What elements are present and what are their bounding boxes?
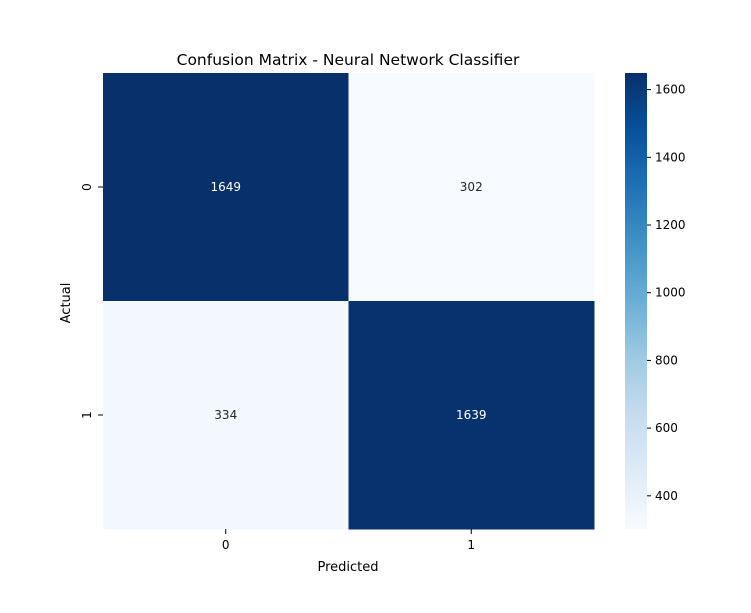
colorbar-tick-label: 1600 — [655, 83, 686, 97]
cell-value-label: 1639 — [456, 408, 487, 422]
chart-title: Confusion Matrix - Neural Network Classi… — [177, 51, 520, 69]
colorbar-ticks: 400 600 800 1000 1200 1400 1600 — [647, 83, 686, 503]
heatmap-cell — [103, 301, 349, 530]
y-tick-label: 1 — [80, 411, 94, 419]
colorbar-tick-label: 1400 — [655, 150, 686, 164]
colorbar-tick-label: 400 — [655, 489, 678, 503]
y-tick-label: 0 — [80, 183, 94, 191]
x-tick-label: 0 — [222, 538, 230, 552]
y-axis: 01 — [80, 183, 103, 419]
x-axis-label: Predicted — [317, 560, 378, 575]
heatmap-cell — [348, 301, 595, 530]
colorbar-tick-label: 800 — [655, 353, 678, 367]
heatmap-cell — [348, 73, 595, 302]
colorbar-tick-label: 600 — [655, 421, 678, 435]
colorbar-tick-label: 1200 — [655, 218, 686, 232]
heatmap-cells — [103, 73, 595, 530]
y-axis-label: Actual — [59, 283, 74, 324]
cell-value-label: 1649 — [210, 180, 241, 194]
cell-value-labels: 1649 302 334 1639 — [210, 180, 486, 422]
colorbar — [625, 73, 647, 529]
cell-value-label: 302 — [460, 180, 483, 194]
cell-value-label: 334 — [214, 408, 237, 422]
x-tick-label: 1 — [467, 538, 475, 552]
colorbar-tick-label: 1000 — [655, 286, 686, 300]
heatmap-cell — [103, 73, 349, 302]
